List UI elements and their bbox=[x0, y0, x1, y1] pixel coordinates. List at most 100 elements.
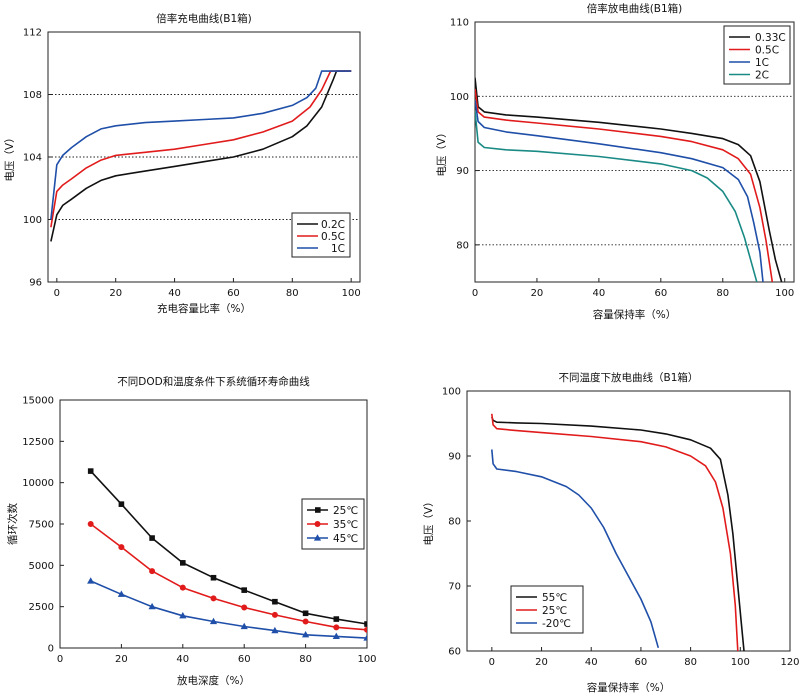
chart-title: 不同DOD和温度条件下系统循环寿命曲线 bbox=[117, 375, 310, 388]
chart-1: 倍率充电曲线(B1箱) 0 20 40 60 80 100 96 100 104 108 112 充电容… bbox=[3, 12, 361, 315]
series-line-3 bbox=[475, 99, 764, 282]
y-tick-label: 104 bbox=[23, 153, 42, 164]
data-point-triangle bbox=[209, 617, 218, 625]
y-tick-label: 70 bbox=[448, 582, 461, 593]
y-tick-label: 7500 bbox=[29, 520, 54, 531]
x-tick-label: 100 bbox=[342, 288, 361, 299]
y-axis-label: 电压（V） bbox=[3, 132, 16, 181]
data-point-circle bbox=[241, 604, 248, 611]
series-line-2 bbox=[475, 88, 774, 282]
series-line-1 bbox=[491, 416, 745, 651]
x-tick-label: 100 bbox=[357, 654, 376, 665]
x-tick-label: 80 bbox=[684, 657, 697, 668]
y-axis-label: 电压（V） bbox=[422, 496, 435, 545]
legend: 25℃ 35℃ 45℃ bbox=[301, 498, 365, 550]
x-tick-label: 0 bbox=[472, 288, 478, 299]
x-tick-label: 20 bbox=[115, 654, 128, 665]
x-tick-label: 60 bbox=[635, 657, 648, 668]
data-point-triangle bbox=[87, 577, 95, 584]
y-tick-label: 2500 bbox=[29, 602, 54, 613]
x-axis-label: 容量保持率（%） bbox=[587, 681, 670, 694]
x-tick-label: 0 bbox=[57, 654, 63, 665]
data-point-triangle bbox=[332, 632, 340, 640]
legend-marker-triangle bbox=[313, 534, 322, 541]
series-line-1 bbox=[90, 470, 367, 625]
data-point-triangle bbox=[117, 590, 125, 597]
y-tick-label: 12500 bbox=[22, 437, 54, 448]
legend-box bbox=[291, 212, 351, 258]
series-line-2 bbox=[491, 413, 739, 651]
chart-4: 不同温度下放电曲线（B1箱） 0 20 40 60 80 100 120 60 70 80 90 100… bbox=[422, 371, 800, 694]
legend-label: 25℃ bbox=[333, 505, 358, 517]
series-line-4 bbox=[475, 111, 758, 282]
y-tick-label: 108 bbox=[23, 90, 42, 101]
x-tick-label: 0 bbox=[54, 288, 60, 299]
series-group bbox=[50, 70, 352, 242]
legend-marker-circle bbox=[314, 521, 321, 527]
data-point-square bbox=[364, 621, 367, 627]
series-line-3 bbox=[50, 70, 352, 220]
data-point-square bbox=[210, 574, 217, 581]
legend-label: 45℃ bbox=[333, 533, 358, 545]
x-tick-label: 80 bbox=[716, 288, 729, 299]
data-point-circle bbox=[118, 544, 125, 551]
x-tick-label: 40 bbox=[593, 288, 606, 299]
data-point-circle bbox=[210, 595, 217, 602]
plot-frame bbox=[474, 21, 795, 283]
y-tick-label: 60 bbox=[448, 647, 461, 658]
data-point-circle bbox=[87, 521, 94, 527]
x-tick-label: 0 bbox=[489, 657, 495, 668]
series-group bbox=[87, 468, 367, 641]
data-point-triangle bbox=[363, 634, 367, 641]
chart-2: 倍率放电曲线(B1箱) 0 20 40 60 80 100 80 90 100 110 容量保持率（%… bbox=[435, 2, 795, 321]
chart-3: 不同DOD和温度条件下系统循环寿命曲线 0 20 40 60 80 100 0 2500 5000… bbox=[6, 375, 377, 687]
data-point-square bbox=[272, 598, 278, 605]
data-point-circle bbox=[179, 584, 186, 591]
x-tick-label: 100 bbox=[775, 288, 794, 299]
legend-label: 0.5C bbox=[321, 231, 345, 243]
data-point-square bbox=[149, 535, 155, 541]
y-tick-label: 5000 bbox=[29, 561, 54, 572]
data-point-square bbox=[180, 560, 186, 566]
y-tick-label: 96 bbox=[29, 278, 42, 289]
chart-title: 倍率放电曲线(B1箱) bbox=[587, 2, 683, 15]
y-tick-label: 100 bbox=[450, 92, 469, 103]
series-line-2 bbox=[50, 70, 352, 228]
y-tick-label: 100 bbox=[23, 215, 42, 226]
x-axis-label: 充电容量比率（%） bbox=[157, 302, 251, 315]
data-point-circle bbox=[364, 626, 367, 633]
legend-label: 1C bbox=[755, 57, 769, 69]
legend-label: 0.5C bbox=[755, 44, 779, 56]
series-line-2 bbox=[90, 523, 367, 631]
data-point-square bbox=[241, 587, 247, 593]
series-line-3 bbox=[491, 449, 660, 649]
x-tick-label: 60 bbox=[238, 654, 251, 665]
x-tick-label: 40 bbox=[176, 654, 189, 665]
series-group bbox=[491, 413, 745, 651]
y-tick-label: 90 bbox=[456, 166, 469, 177]
x-tick-label: 120 bbox=[780, 657, 799, 668]
y-tick-label: 15000 bbox=[22, 396, 54, 407]
series-line-3 bbox=[90, 580, 367, 639]
x-axis-label: 放电深度（%） bbox=[177, 674, 250, 687]
x-tick-label: 40 bbox=[168, 288, 181, 299]
series-group bbox=[475, 77, 783, 282]
chart-title: 倍率充电曲线(B1箱) bbox=[156, 12, 252, 25]
x-tick-label: 20 bbox=[109, 288, 122, 299]
data-point-square bbox=[87, 468, 94, 474]
x-tick-label: 100 bbox=[731, 657, 750, 668]
data-point-circle bbox=[149, 568, 156, 575]
data-point-triangle bbox=[240, 622, 248, 630]
legend: 55℃25℃-20℃ bbox=[510, 585, 584, 634]
data-point-triangle bbox=[179, 611, 187, 619]
data-point-circle bbox=[333, 624, 340, 631]
data-point-triangle bbox=[148, 602, 156, 610]
legend-label: -20℃ bbox=[542, 618, 571, 630]
x-tick-label: 60 bbox=[654, 288, 667, 299]
y-tick-label: 112 bbox=[23, 28, 42, 39]
y-tick-label: 80 bbox=[448, 517, 461, 528]
data-point-square bbox=[302, 610, 309, 617]
data-point-square bbox=[333, 616, 340, 622]
